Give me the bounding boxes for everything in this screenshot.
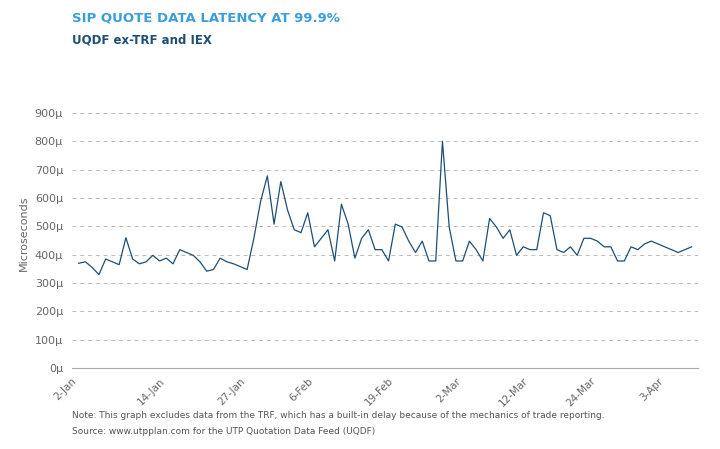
Text: SIP QUOTE DATA LATENCY AT 99.9%: SIP QUOTE DATA LATENCY AT 99.9% xyxy=(72,11,340,24)
Text: UQDF ex-TRF and IEX: UQDF ex-TRF and IEX xyxy=(72,34,212,47)
Y-axis label: Microseconds: Microseconds xyxy=(19,196,30,271)
Text: Note: This graph excludes data from the TRF, which has a built-in delay because : Note: This graph excludes data from the … xyxy=(72,411,605,420)
Text: Source: www.utpplan.com for the UTP Quotation Data Feed (UQDF): Source: www.utpplan.com for the UTP Quot… xyxy=(72,427,375,436)
